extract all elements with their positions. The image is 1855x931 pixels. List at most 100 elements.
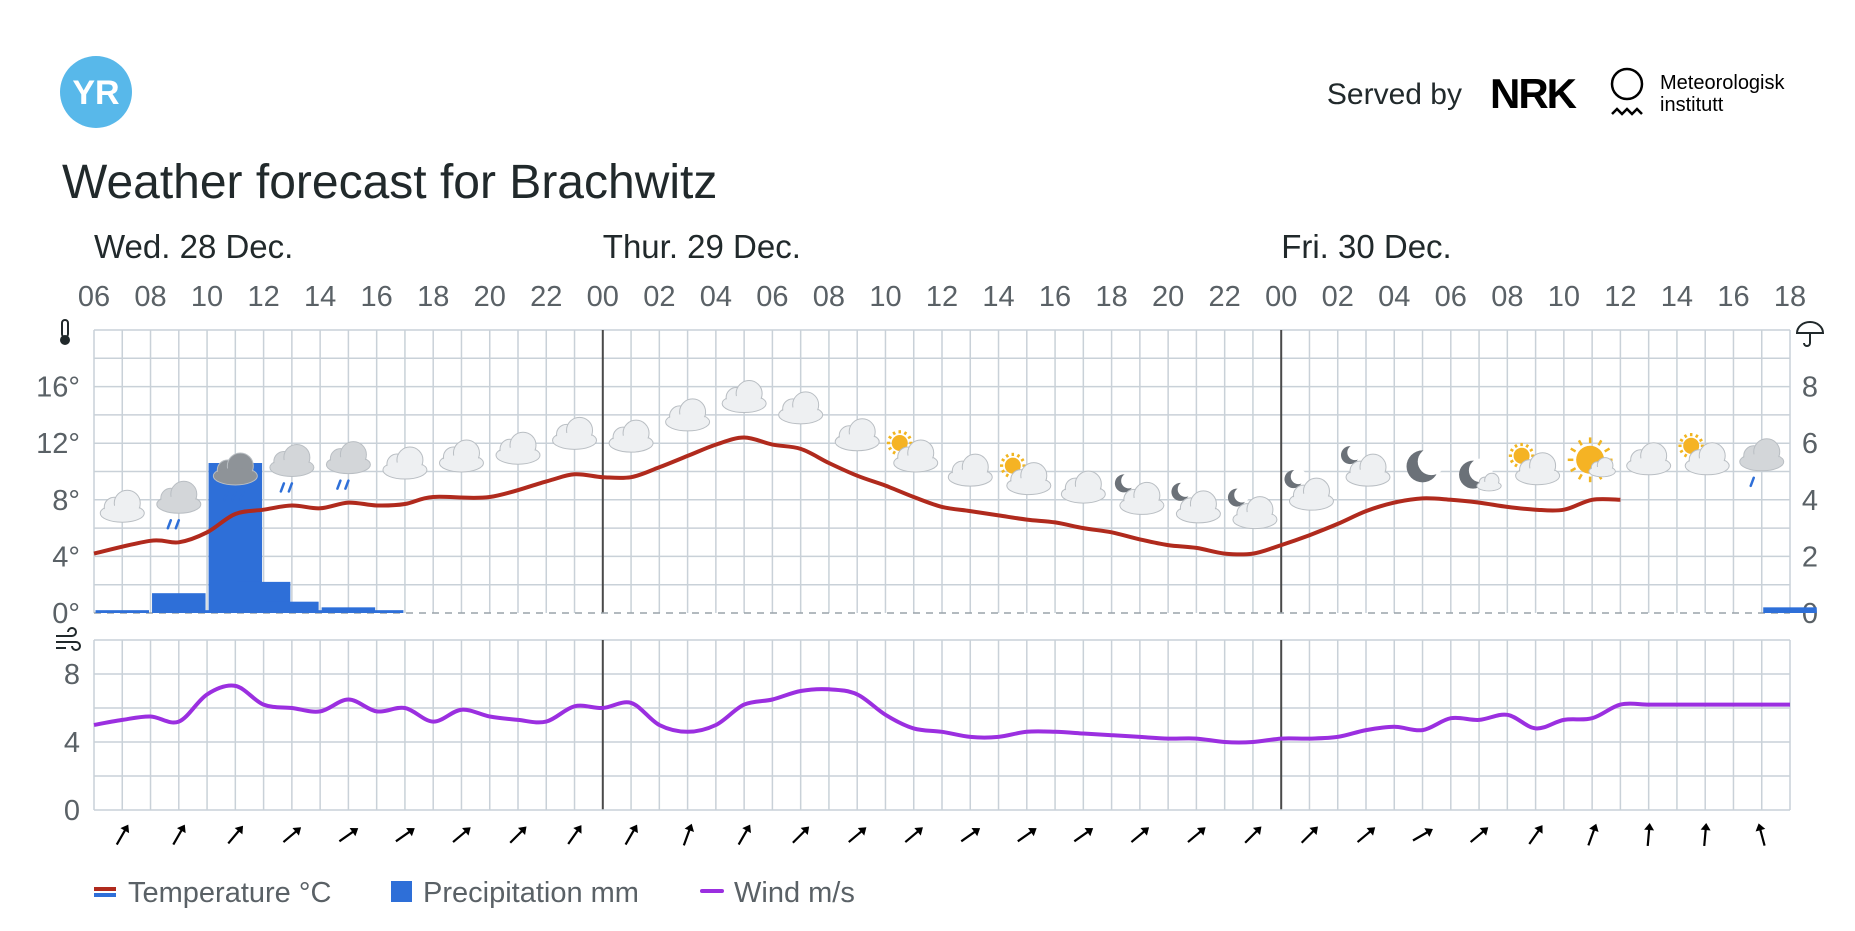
- wind-arrow-head: [1197, 827, 1206, 836]
- wind-icon: [56, 627, 81, 651]
- precipitation-bar: [321, 607, 376, 613]
- cloud-fill: [270, 459, 313, 476]
- cloud-icon: [1345, 453, 1391, 487]
- met-logo[interactable]: Meteorologisk institutt: [1610, 67, 1786, 116]
- temperature-line: [93, 435, 1621, 557]
- wind-arrow-icon: [682, 823, 695, 846]
- weather-symbol-partly-cloudy-day: [886, 430, 939, 473]
- day-label: Wed. 28 Dec.: [94, 228, 293, 265]
- page-title: Weather forecast for Brachwitz: [62, 156, 717, 209]
- wind-arrow-icon: [1412, 828, 1433, 842]
- temperature-tick-label: 0°: [52, 598, 80, 630]
- sun-ray: [903, 431, 908, 436]
- moon-cut: [1290, 468, 1307, 485]
- precipitation-bars: [95, 463, 1817, 613]
- hour-label: 10: [1548, 281, 1580, 313]
- sun-disc: [891, 434, 908, 451]
- sun-ray: [1005, 453, 1010, 458]
- yr-logo[interactable]: YR: [60, 56, 132, 128]
- hour-label: 08: [813, 281, 845, 313]
- cloud-fill: [1627, 457, 1670, 474]
- sun-ray: [1577, 473, 1583, 480]
- wind-arrow-icon: [1244, 826, 1262, 844]
- sun-ray: [1679, 449, 1684, 454]
- rain-drop-icon: [344, 479, 350, 490]
- met-logo-line1: Meteorologisk: [1660, 72, 1786, 94]
- cloud-icon: [893, 439, 939, 473]
- sun-ray: [1570, 447, 1577, 453]
- wind-arrow-head: [1252, 826, 1262, 835]
- sun-ray: [1001, 458, 1006, 462]
- cloud-icon: [947, 453, 993, 487]
- nrk-logo[interactable]: NRK: [1490, 70, 1579, 117]
- sun-ray: [1514, 463, 1518, 468]
- wind-direction-arrows: [115, 823, 1766, 847]
- precipitation-bar: [95, 610, 150, 613]
- cloud-icon: [1515, 452, 1561, 486]
- hour-label: 12: [247, 281, 279, 313]
- cloud-fill: [1686, 457, 1729, 474]
- cloud-icon: [156, 480, 202, 514]
- hour-label: 06: [78, 281, 110, 313]
- cloud-fill: [1347, 469, 1389, 486]
- yr-logo-circle: [60, 56, 132, 128]
- wind-arrow-head: [914, 827, 923, 836]
- cloud-icon: [212, 452, 258, 486]
- sun-ray: [1016, 453, 1021, 458]
- legend-wind-label: Wind m/s: [734, 877, 855, 909]
- wind-arrow-head: [1084, 828, 1094, 837]
- legend-temperature-label: Temperature °C: [128, 877, 331, 909]
- precipitation-tick-label: 6: [1802, 428, 1818, 460]
- sun-ray: [1604, 447, 1611, 453]
- rain-drop-icon: [279, 482, 286, 493]
- wind-arrow-icon: [1187, 827, 1206, 843]
- cloud-icon: [1739, 438, 1785, 472]
- weather-symbol-cloudy: [495, 431, 541, 465]
- cloud-icon: [1060, 470, 1106, 504]
- cloud-icon: [778, 391, 824, 425]
- weather-symbol-cloudy: [665, 398, 711, 432]
- hour-label: 18: [417, 281, 449, 313]
- wind-y-axis: 0 4 8: [64, 659, 80, 827]
- weather-symbol-partly-cloudy-night: [1171, 481, 1221, 524]
- weather-symbol-cloudy: [947, 453, 993, 487]
- precipitation-bar: [152, 593, 206, 613]
- wind-arrow-head: [406, 828, 415, 837]
- wind-arrow-icon: [1073, 828, 1094, 843]
- cloud-icon: [1288, 477, 1334, 511]
- cloud-fill: [1740, 453, 1783, 470]
- hour-label: 20: [1152, 281, 1184, 313]
- cloud-fill: [553, 432, 596, 449]
- wind-arrow-head: [120, 824, 130, 834]
- sun-disc: [1004, 457, 1021, 474]
- cloud-icon: [495, 431, 541, 465]
- wind-arrow-icon: [282, 827, 302, 843]
- wind-arrow-head: [518, 826, 527, 835]
- weather-symbol-partly-cloudy-day: [1508, 442, 1561, 486]
- temperature-tick-label: 12°: [36, 428, 80, 460]
- moon-cut: [1177, 481, 1193, 497]
- weather-symbol-cloudy: [99, 489, 145, 523]
- precipitation-tick-label: 2: [1802, 541, 1818, 573]
- met-logo-line2: institutt: [1660, 94, 1724, 116]
- hour-label: 06: [756, 281, 788, 313]
- weather-symbol-partly-cloudy-day: [1000, 452, 1052, 496]
- legend-temperature: Temperature °C: [94, 877, 331, 909]
- sun-ray: [1509, 448, 1514, 452]
- sun-ray: [1005, 473, 1010, 478]
- precipitation-tick-label: 8: [1802, 372, 1818, 404]
- wind-arrow-head: [176, 824, 186, 834]
- wind-arrow-icon: [1017, 828, 1037, 843]
- legend: Temperature °C Precipitation mm Wind m/s: [94, 877, 855, 909]
- rain-drop-icon: [336, 479, 342, 490]
- hour-label: 16: [1717, 281, 1749, 313]
- sun-ray: [888, 435, 893, 440]
- legend-wind: Wind m/s: [700, 877, 855, 909]
- cloud-icon: [834, 418, 880, 452]
- hour-label: 22: [530, 281, 562, 313]
- cloud-fill: [1516, 467, 1559, 484]
- temperature-tick-label: 16°: [36, 372, 80, 404]
- hour-label: 04: [1378, 281, 1410, 313]
- hour-label: 10: [869, 281, 901, 313]
- wind-arrow-head: [800, 826, 810, 835]
